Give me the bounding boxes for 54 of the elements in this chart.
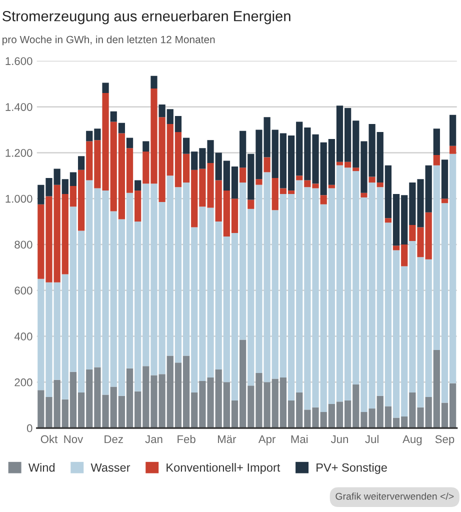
bar [450, 114, 456, 146]
y-tick-label: 800 [14, 240, 32, 249]
bar [296, 176, 303, 180]
bar [78, 156, 85, 170]
legend-label: Wasser [90, 463, 130, 472]
bar [150, 76, 158, 88]
x-tick-label: Jan [145, 435, 162, 444]
bar [110, 111, 117, 122]
legend-label: Konventionell+ Import [166, 463, 280, 474]
y-tick-label: 600 [14, 286, 32, 295]
bar [384, 218, 392, 223]
x-tick-label: Sep [435, 435, 454, 446]
bar [134, 180, 142, 191]
chart-subtitle: pro Woche in GWh, in den letzten 12 Monaten [2, 36, 215, 46]
x-tick-label: Nov [64, 435, 84, 444]
y-tick-label: 1.000 [6, 194, 32, 203]
legend-label: Wind [28, 463, 55, 472]
bar [142, 141, 150, 152]
bar [441, 198, 448, 204]
legend-label: PV+ Sonstige [316, 463, 387, 474]
x-tick-label: Jun [330, 435, 348, 444]
bar [368, 176, 376, 183]
bar [328, 184, 335, 188]
bar [320, 195, 327, 204]
bar [352, 168, 360, 172]
x-tick-label: Jul [365, 434, 378, 444]
bar [450, 146, 456, 154]
x-tick-label: Mai [291, 434, 308, 444]
text: Grafik weiterverwenden </> [336, 492, 454, 500]
x-tick-label: Okt [40, 434, 58, 444]
y-tick-label: 200 [14, 378, 32, 386]
bar [441, 160, 448, 199]
y-tick-label: 1.600 [6, 57, 32, 66]
bar [376, 182, 384, 188]
y-tick-label: 0 [26, 424, 32, 432]
bar [433, 155, 440, 166]
bar [248, 200, 254, 209]
y-tick-label: 1.200 [6, 148, 32, 157]
bar [240, 168, 246, 183]
x-tick-label: Mär [218, 435, 236, 444]
y-tick-label: 1.400 [6, 103, 32, 111]
x-tick-label: Dez [104, 435, 123, 444]
x-tick-label: Aug [402, 435, 422, 446]
bar [102, 82, 109, 94]
bar [126, 138, 134, 148]
bar [264, 157, 270, 172]
bar [360, 192, 368, 198]
x-tick-label: Apr [258, 435, 276, 446]
bar [118, 122, 125, 134]
bar [433, 128, 440, 155]
y-tick-label: 400 [14, 332, 32, 340]
chart-title: Stromerzeugung aus erneuerbaren Energien [2, 10, 290, 24]
bar [256, 179, 262, 185]
x-tick-label: Feb [178, 434, 196, 444]
